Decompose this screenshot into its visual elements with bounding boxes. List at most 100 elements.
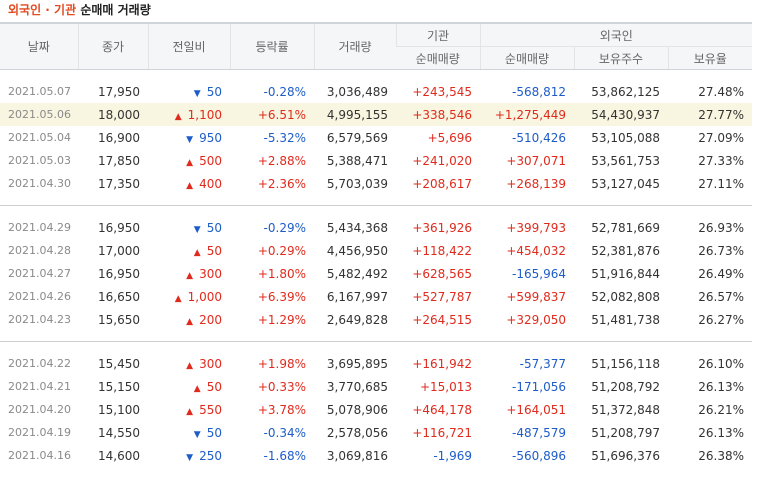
cell-foreigner-ratio: 26.93%: [698, 220, 745, 235]
cell-volume: 3,069,816: [326, 448, 388, 463]
cell-institution-net: +208,617: [412, 176, 472, 191]
cell-volume: 5,434,368: [326, 220, 388, 235]
up-arrow-icon: ▲: [186, 180, 194, 191]
cell-foreigner-holding: 53,105,088: [591, 130, 660, 145]
cell-change: ▲ 50: [148, 375, 230, 398]
header-change: 전일비: [147, 22, 230, 70]
cell-foreigner-holding: 51,156,118: [591, 356, 660, 371]
cell-date: 2021.05.07: [8, 85, 71, 98]
up-arrow-icon: ▲: [174, 111, 182, 122]
cell-date: 2021.04.21: [8, 380, 71, 393]
cell-foreigner-net: -568,812: [512, 84, 566, 99]
header-institution-group: 기관: [395, 22, 480, 47]
cell-date: 2021.04.16: [8, 449, 71, 462]
cell-close: 16,950: [98, 266, 140, 281]
cell-foreigner-ratio: 27.77%: [668, 103, 753, 126]
cell-change: ▲ 550: [148, 398, 230, 421]
table-row: 2021.04.22 15,450 ▲ 300 +1.98% 3,695,895 +161,…: [0, 352, 752, 375]
cell-close: 17,950: [98, 84, 140, 99]
up-arrow-icon: ▲: [193, 247, 201, 258]
cell-close: 15,100: [98, 402, 140, 417]
cell-change: ▲ 50: [148, 239, 230, 262]
cell-change: ▲ 500: [148, 149, 230, 172]
table-row: 2021.04.23 15,650 ▲ 200 +1.29% 2,649,828 +264,…: [0, 308, 752, 331]
cell-close: 17,000: [98, 243, 140, 258]
cell-change: ▲ 200: [148, 308, 230, 331]
cell-volume: 4,995,155: [314, 103, 396, 126]
title-institution: 기관: [54, 3, 77, 17]
cell-foreigner-net: -57,377: [519, 356, 566, 371]
cell-foreigner-holding: 53,862,125: [591, 84, 660, 99]
cell-volume: 6,579,569: [326, 130, 388, 145]
cell-volume: 5,703,039: [326, 176, 388, 191]
cell-date: 2021.05.03: [8, 154, 71, 167]
cell-foreigner-holding: 51,372,848: [591, 402, 660, 417]
cell-close: 17,350: [98, 176, 140, 191]
spacer-row: [0, 342, 752, 353]
cell-date: 2021.05.06: [0, 103, 78, 126]
cell-volume: 3,770,685: [326, 379, 388, 394]
cell-rate: -0.29%: [263, 220, 306, 235]
cell-rate: +6.51%: [230, 103, 314, 126]
table-row: 2021.04.16 14,600 ▼ 250 -1.68% 3,069,816 -1,96…: [0, 444, 752, 467]
cell-foreigner-net: +268,139: [506, 176, 566, 191]
cell-volume: 5,078,906: [326, 402, 388, 417]
cell-institution-net: +243,545: [412, 84, 472, 99]
table-row: 2021.04.27 16,950 ▲ 300 +1.80% 5,482,492 +628,…: [0, 262, 752, 285]
cell-rate: -0.34%: [263, 425, 306, 440]
cell-date: 2021.04.26: [8, 290, 71, 303]
cell-foreigner-net: +454,032: [506, 243, 566, 258]
cell-change: ▲ 300: [148, 262, 230, 285]
cell-foreigner-ratio: 27.33%: [698, 153, 745, 168]
cell-foreigner-ratio: 27.48%: [698, 84, 745, 99]
change-value: 50: [206, 84, 222, 99]
cell-institution-net: +118,422: [412, 243, 472, 258]
cell-volume: 2,578,056: [326, 425, 388, 440]
cell-date: 2021.04.27: [8, 267, 71, 280]
cell-foreigner-ratio: 26.73%: [698, 243, 745, 258]
header-foreigner-ratio: 보유율: [667, 46, 753, 70]
cell-volume: 3,036,489: [326, 84, 388, 99]
cell-foreigner-net: +164,051: [506, 402, 566, 417]
cell-change: ▼ 950: [148, 126, 230, 149]
up-arrow-icon: ▲: [186, 316, 194, 327]
cell-foreigner-ratio: 26.49%: [698, 266, 745, 281]
cell-foreigner-net: +307,071: [506, 153, 566, 168]
header-foreigner-net: 순매매량: [479, 46, 574, 70]
cell-date: 2021.04.19: [8, 426, 71, 439]
cell-foreigner-ratio: 26.27%: [698, 312, 745, 327]
table-row: 2021.04.19 14,550 ▼ 50 -0.34% 2,578,056 +116,7…: [0, 421, 752, 444]
cell-date: 2021.05.04: [8, 131, 71, 144]
cell-change: ▼ 50: [148, 80, 230, 103]
cell-date: 2021.04.29: [8, 221, 71, 234]
cell-volume: 5,388,471: [326, 153, 388, 168]
cell-change: ▲ 1,000: [148, 285, 230, 308]
cell-foreigner-holding: 51,696,376: [591, 448, 660, 463]
cell-institution-net: +161,942: [412, 356, 472, 371]
cell-foreigner-holding: 52,082,808: [591, 289, 660, 304]
cell-foreigner-holding: 52,781,669: [591, 220, 660, 235]
cell-rate: +1.80%: [257, 266, 306, 281]
cell-institution-net: +116,721: [412, 425, 472, 440]
cell-foreigner-holding: 54,430,937: [574, 103, 668, 126]
change-value: 1,100: [187, 107, 222, 122]
cell-institution-net: +241,020: [412, 153, 472, 168]
cell-institution-net: +15,013: [419, 379, 472, 394]
cell-close: 14,550: [98, 425, 140, 440]
cell-foreigner-ratio: 27.09%: [698, 130, 745, 145]
spacer-row: [0, 467, 752, 471]
header-rate: 등락률: [229, 22, 314, 70]
cell-date: 2021.04.28: [8, 244, 71, 257]
cell-change: ▲ 400: [148, 172, 230, 195]
cell-date: 2021.04.23: [8, 313, 71, 326]
cell-rate: +3.78%: [257, 402, 306, 417]
section-title: 외국인 · 기관 순매매 거래량: [0, 0, 760, 22]
change-value: 950: [199, 130, 222, 145]
table-row: 2021.05.04 16,900 ▼ 950 -5.32% 6,579,569 +5,69…: [0, 126, 752, 149]
cell-close: 16,900: [98, 130, 140, 145]
cell-rate: -0.28%: [263, 84, 306, 99]
header-foreigner-holding: 보유주수: [573, 46, 668, 70]
cell-close: 15,450: [98, 356, 140, 371]
cell-close: 17,850: [98, 153, 140, 168]
up-arrow-icon: ▲: [193, 383, 201, 394]
